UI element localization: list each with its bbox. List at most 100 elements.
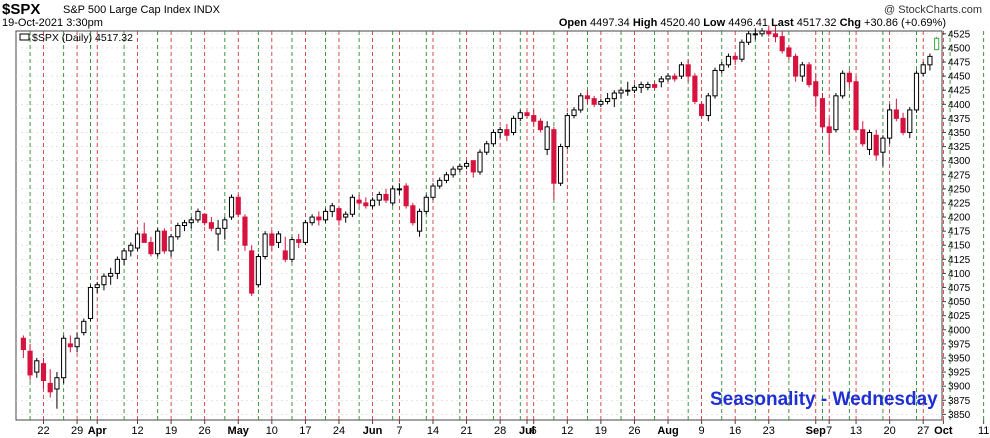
candle-up [128, 244, 134, 252]
candle-up [349, 196, 355, 215]
x-tick-label: Jun [363, 425, 383, 437]
candle-up [558, 146, 564, 184]
candle-up [866, 131, 873, 150]
candle-up [34, 360, 40, 373]
y-tick-label: 4000 [948, 325, 971, 336]
x-tick-label: 29 [71, 425, 83, 437]
candle-up [54, 377, 60, 390]
candle-up [121, 250, 127, 260]
candle-down [20, 337, 26, 351]
x-tick-label: 26 [199, 425, 211, 437]
candle-down [269, 233, 275, 246]
y-tick-label: 4375 [948, 114, 971, 125]
candle-up [87, 287, 94, 320]
candle-up [705, 95, 711, 117]
candle-up [618, 89, 624, 94]
candle-up [611, 92, 617, 100]
candle-up [631, 86, 638, 91]
y-tick-label: 4425 [948, 86, 971, 97]
y-tick-label: 4300 [948, 156, 971, 167]
candle-up [665, 75, 671, 80]
x-tick-label: May [228, 425, 250, 437]
candle-up [645, 84, 651, 88]
candle-down [853, 81, 859, 131]
x-tick-label: Jul [519, 425, 535, 437]
ticker-description: S&P 500 Large Cap Index INDX [63, 4, 220, 16]
ohlc-readout: Open 4497.34 High 4520.40 Low 4496.41 La… [559, 17, 946, 29]
candle-down [383, 193, 389, 201]
legend-label: $SPX (Daily) 4517.32 [32, 32, 133, 44]
candle-up [101, 275, 107, 286]
candle-down [410, 205, 416, 224]
candle-down [161, 230, 167, 252]
candle-up [228, 196, 235, 218]
open-label: Open [558, 17, 587, 29]
candle-down [531, 115, 537, 122]
price-axis: 3850 3875 3900 3925 3950 3975 4000 4025 4050 4075… [942, 29, 971, 421]
candle-up [746, 33, 752, 43]
y-tick-label: 4150 [948, 241, 971, 252]
candle-up [74, 337, 80, 348]
candle-up [725, 55, 732, 66]
candle-up [114, 258, 120, 274]
candle-down [732, 55, 738, 60]
candle-up [443, 174, 450, 181]
ticker-symbol: $SPX [2, 1, 41, 18]
candle-up [262, 233, 268, 258]
y-tick-label: 4100 [948, 269, 971, 280]
candle-up [423, 196, 429, 212]
candle-down [470, 160, 476, 173]
y-tick-label: 3875 [948, 396, 971, 407]
candle-down [148, 241, 154, 255]
y-tick-label: 4400 [948, 100, 971, 111]
x-tick-label: 24 [333, 425, 345, 437]
candle-up [678, 64, 685, 77]
y-tick-label: 4025 [948, 311, 971, 322]
x-tick-label: 12 [131, 425, 143, 437]
y-tick-label: 4325 [948, 142, 971, 153]
candle-down [242, 216, 248, 246]
seasonality-annotation: Seasonality - Wednesday [710, 389, 938, 410]
candle-down [235, 196, 241, 215]
candle-down [249, 250, 255, 294]
y-tick-label: 3900 [948, 382, 971, 393]
candle-down [47, 382, 53, 393]
candle-down [141, 233, 147, 243]
candle-up [390, 188, 396, 204]
candle-up [920, 64, 926, 74]
candle-up [510, 117, 517, 133]
candle-up [275, 233, 282, 243]
candle-up [168, 236, 174, 252]
candle-up [544, 126, 550, 150]
candle-up [369, 199, 376, 207]
candle-up [658, 78, 664, 83]
last-label: Last [771, 17, 794, 29]
x-tick-label: 7 [826, 425, 832, 437]
y-tick-label: 3850 [948, 410, 971, 421]
candle-up [463, 162, 470, 167]
candle-up [343, 213, 349, 218]
candle-up [329, 205, 335, 212]
candle-down [779, 36, 785, 52]
candle-down [786, 47, 792, 57]
candle-up [195, 210, 201, 221]
candle-up [625, 89, 631, 92]
x-tick-label: 6 [531, 425, 537, 437]
candle-down [282, 250, 288, 260]
candle-up [222, 219, 228, 229]
candle-up [450, 168, 456, 176]
candle-up [840, 72, 846, 97]
candle-up [155, 230, 161, 255]
candle-up [376, 193, 382, 201]
candle-up [302, 222, 308, 243]
candle-up [605, 98, 611, 102]
candle-up [81, 320, 87, 334]
candle-down [296, 239, 302, 243]
candle-up [638, 84, 644, 88]
candle-up [739, 41, 745, 60]
x-tick-label: 17 [299, 425, 311, 437]
candle-up [457, 165, 463, 170]
low-value: 4496.41 [728, 17, 769, 29]
candle-up [913, 72, 920, 111]
